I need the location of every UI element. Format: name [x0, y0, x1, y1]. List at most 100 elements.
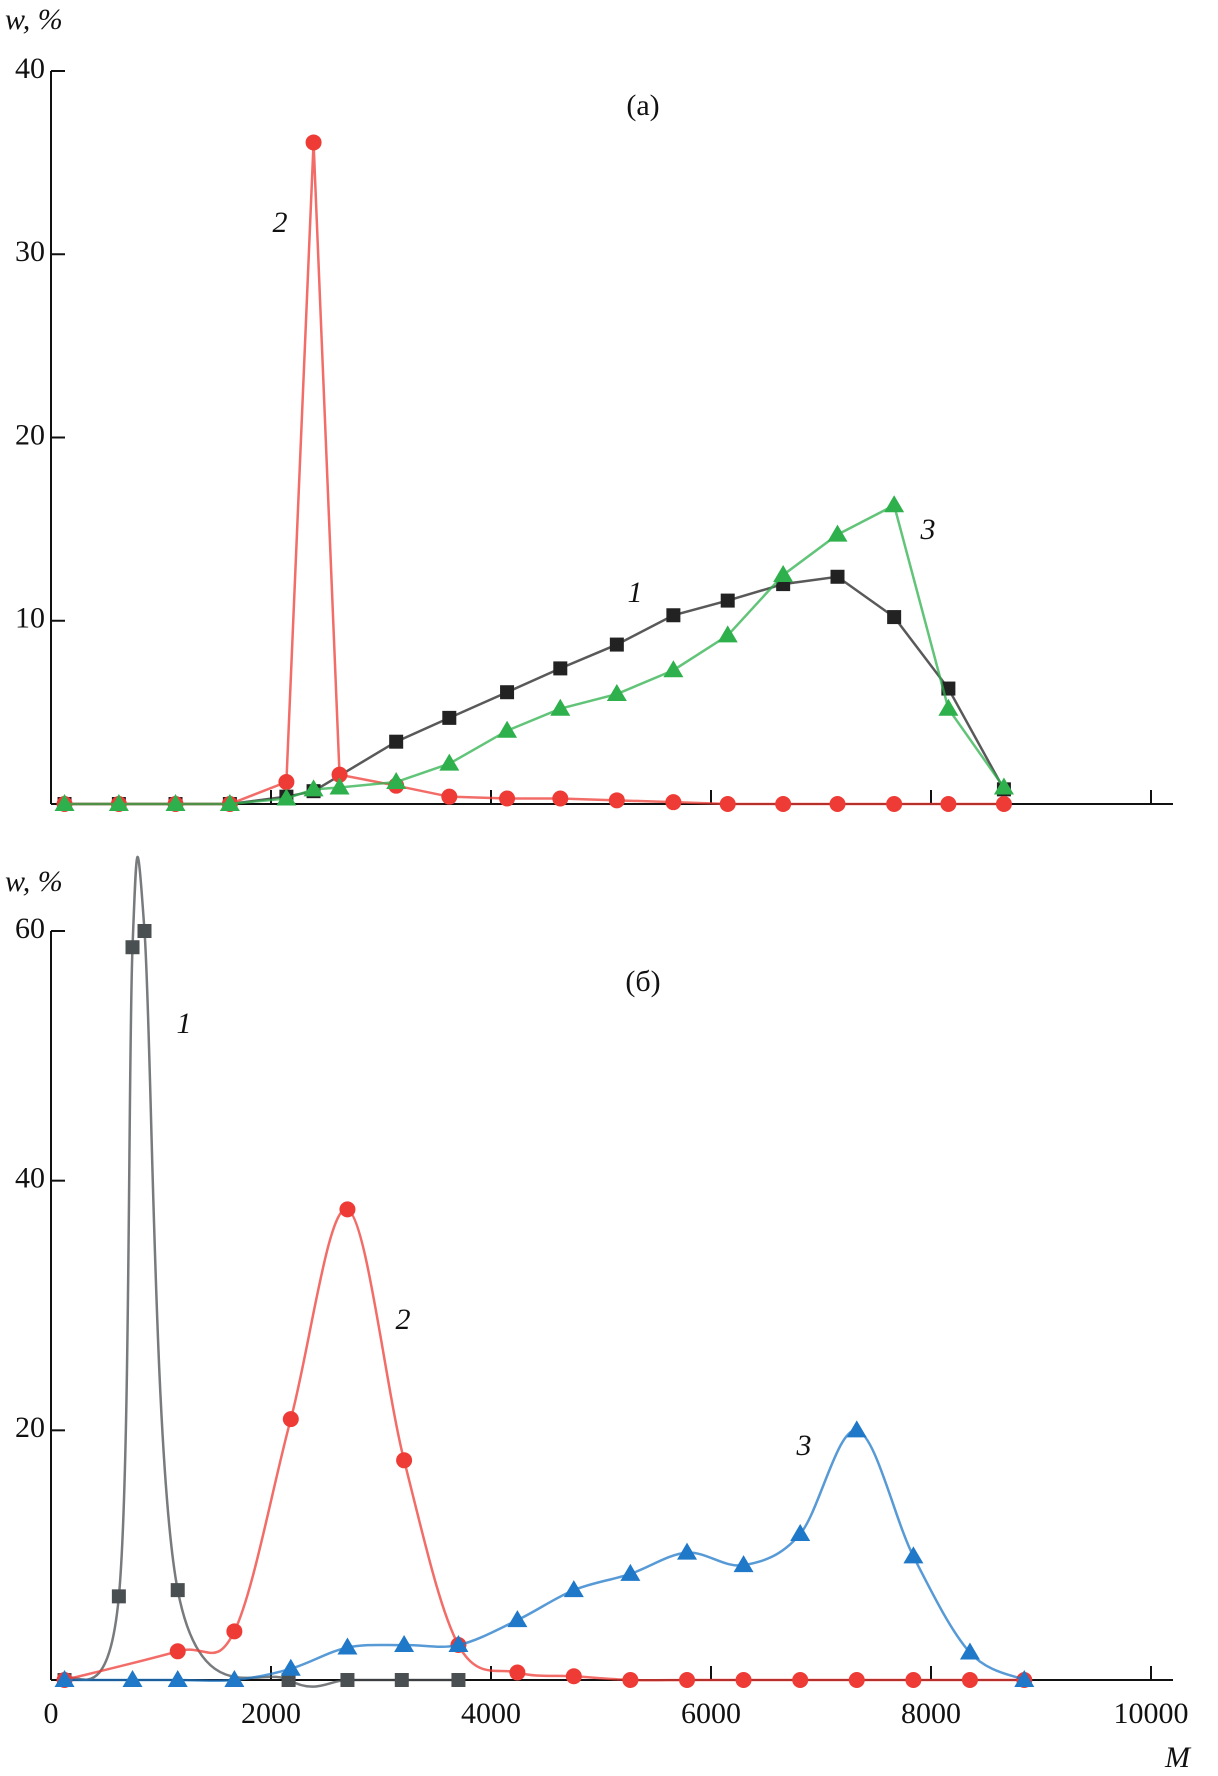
- marker: [665, 794, 682, 811]
- y-tick-label: 40: [15, 1162, 45, 1195]
- y-tick-label: 10: [15, 602, 45, 635]
- marker: [278, 774, 295, 791]
- marker: [735, 1672, 752, 1688]
- series-line: [64, 575, 1006, 806]
- marker: [122, 1670, 143, 1687]
- marker: [993, 777, 1014, 795]
- marker: [281, 1673, 296, 1687]
- marker: [441, 788, 458, 805]
- marker: [563, 1580, 584, 1598]
- marker: [451, 1673, 466, 1687]
- marker: [773, 564, 794, 582]
- marker: [331, 766, 348, 783]
- curve-label: 1: [628, 576, 643, 609]
- series-line: [64, 142, 1004, 806]
- marker: [500, 685, 515, 700]
- marker: [940, 796, 957, 812]
- marker: [329, 777, 350, 795]
- curve-label: 1: [177, 1007, 192, 1040]
- marker: [887, 610, 902, 625]
- marker: [830, 569, 845, 584]
- marker: [719, 796, 736, 812]
- marker: [54, 1670, 75, 1687]
- y-tick-label: 20: [15, 1411, 45, 1444]
- y-axis-label: w, %: [5, 865, 63, 898]
- marker: [509, 1664, 526, 1681]
- marker: [565, 1668, 582, 1685]
- marker: [720, 593, 735, 608]
- marker: [125, 940, 140, 955]
- marker: [396, 1452, 413, 1469]
- curve-label: 2: [273, 206, 288, 239]
- marker: [790, 1523, 811, 1541]
- marker: [959, 1642, 980, 1660]
- marker: [620, 1563, 641, 1581]
- series-line: [64, 1208, 1025, 1682]
- marker: [137, 924, 152, 938]
- marker: [884, 495, 905, 513]
- panel-label: (б): [625, 965, 660, 998]
- marker: [282, 1411, 299, 1428]
- x-tick-label: 10000: [1114, 1697, 1189, 1730]
- marker: [886, 796, 903, 812]
- marker: [165, 794, 186, 811]
- marker: [938, 698, 959, 716]
- marker: [609, 637, 624, 652]
- series-line: [63, 856, 459, 1688]
- marker: [169, 1643, 186, 1660]
- marker: [226, 1623, 243, 1640]
- marker: [54, 794, 75, 811]
- marker: [846, 1420, 867, 1438]
- y-tick-label: 30: [15, 235, 45, 268]
- marker: [848, 1672, 865, 1688]
- marker: [499, 790, 516, 807]
- marker: [305, 134, 322, 151]
- x-tick-label: 2000: [241, 1697, 301, 1730]
- x-tick-label: 0: [44, 1697, 59, 1730]
- y-tick-label: 60: [15, 912, 45, 945]
- marker: [827, 524, 848, 542]
- x-axis-label: M: [1164, 1741, 1192, 1774]
- series-line: [64, 1429, 1025, 1683]
- curve-label: 2: [396, 1303, 411, 1336]
- marker: [903, 1546, 924, 1564]
- marker: [303, 779, 324, 797]
- marker: [497, 720, 518, 738]
- marker: [389, 734, 404, 749]
- series-line: [64, 503, 1005, 806]
- marker: [663, 660, 684, 678]
- marker: [677, 1542, 698, 1560]
- marker: [108, 794, 129, 811]
- marker: [339, 1201, 356, 1218]
- marker: [394, 1635, 415, 1653]
- marker: [905, 1672, 922, 1688]
- x-tick-label: 6000: [681, 1697, 741, 1730]
- marker: [1014, 1670, 1035, 1687]
- marker: [386, 772, 407, 790]
- marker: [280, 1658, 301, 1676]
- marker: [111, 1589, 126, 1604]
- marker: [622, 1672, 639, 1688]
- marker: [553, 661, 568, 676]
- marker: [448, 1635, 469, 1653]
- marker: [717, 625, 738, 643]
- marker: [337, 1637, 358, 1655]
- marker: [961, 1672, 978, 1688]
- marker: [340, 1673, 355, 1687]
- marker: [829, 796, 846, 812]
- panel-label: (a): [626, 89, 659, 122]
- y-tick-label: 40: [15, 52, 45, 85]
- y-axis-label: w, %: [5, 3, 63, 36]
- marker: [507, 1610, 528, 1628]
- marker: [679, 1672, 696, 1688]
- marker: [608, 792, 625, 809]
- marker: [167, 1670, 188, 1687]
- curve-label: 3: [920, 513, 936, 546]
- marker: [394, 1673, 409, 1687]
- marker: [442, 710, 457, 725]
- marker: [733, 1555, 754, 1573]
- marker: [775, 796, 792, 812]
- marker: [439, 753, 460, 771]
- marker: [552, 790, 569, 807]
